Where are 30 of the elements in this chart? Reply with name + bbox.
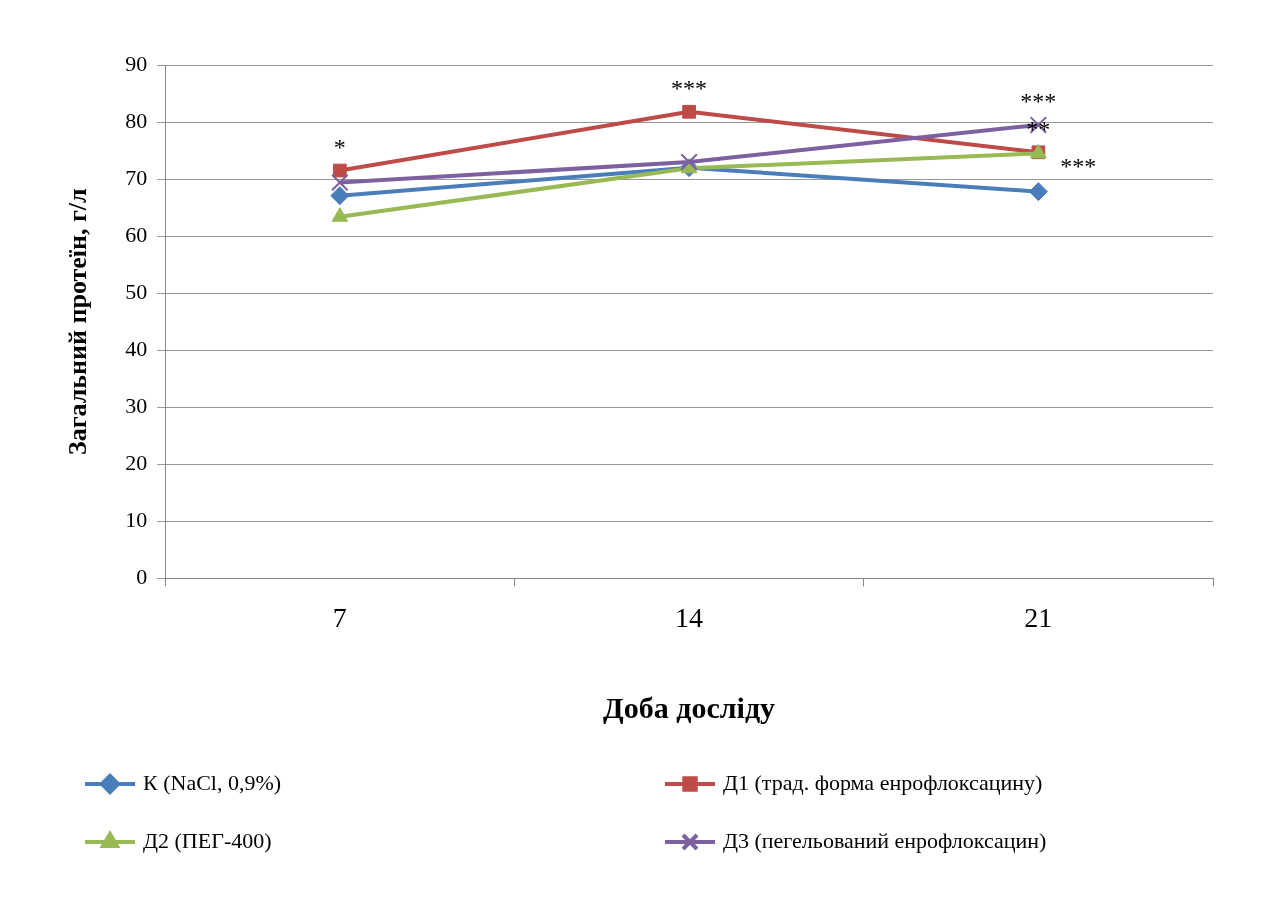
point [1028, 182, 1048, 202]
x-tick-label: 14 [675, 601, 704, 633]
point [330, 186, 350, 206]
y-tick-label: 50 [125, 278, 148, 304]
y-tick-label: 0 [136, 564, 148, 590]
annotation: *** [1020, 88, 1057, 115]
legend-label: К (NaCl, 0,9%) [143, 769, 282, 795]
x-tick-label: 7 [332, 601, 347, 633]
y-tick-label: 10 [125, 507, 148, 533]
x-axis-title: Доба досліду [603, 690, 776, 724]
point [331, 173, 349, 192]
legend-label: Д3 (пегельований енрофлоксацин) [723, 827, 1047, 853]
point [680, 153, 698, 171]
annotation: ** [1026, 115, 1051, 142]
y-tick-label: 20 [125, 450, 148, 476]
y-tick-label: 30 [125, 393, 148, 419]
point [682, 104, 696, 119]
annotation: *** [1060, 152, 1097, 179]
annotation: *** [671, 75, 708, 102]
annotation: * [333, 133, 346, 160]
point [332, 163, 347, 178]
legend-label: Д2 (ПЕГ-400) [143, 827, 272, 853]
y-tick-label: 60 [125, 221, 148, 247]
y-tick-label: 70 [125, 164, 148, 190]
y-tick-label: 80 [125, 107, 148, 133]
y-tick-label: 90 [125, 50, 148, 76]
y-axis-title: Загальний протеїн, г/л [63, 188, 93, 456]
x-tick-label: 21 [1024, 601, 1053, 633]
y-tick-label: 40 [125, 336, 148, 361]
legend-label: Д1 (трад. форма енрофлоксацину) [723, 769, 1043, 795]
